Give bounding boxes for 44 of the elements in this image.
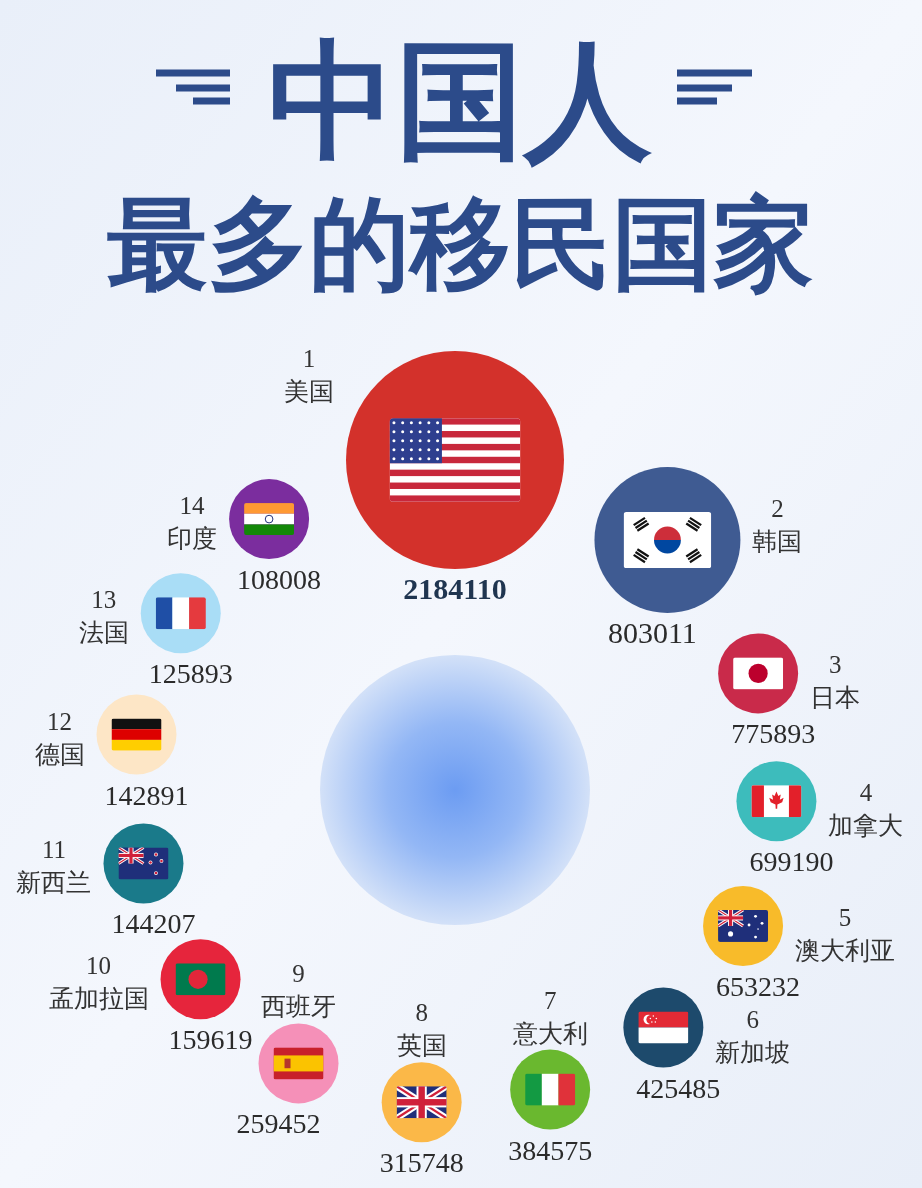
category-label: 意大利 [511,1019,588,1047]
text: 5 [838,903,852,931]
category-label: 新西兰 [16,869,92,897]
text: 3 [828,651,842,679]
text: 9 [292,960,305,988]
text: 8 [415,999,428,1027]
category-label: 孟加拉国 [48,985,149,1013]
data-label: 803011 [608,616,697,650]
data-label: 108008 [237,564,322,596]
data-label: 125893 [148,658,233,690]
text: 10 [86,952,112,980]
text: 7 [543,986,557,1014]
category-label: 英国 [396,1032,447,1060]
category-label: 印度 [167,525,218,553]
text: 12 [47,707,73,735]
text: 6 [746,1005,760,1033]
category-label: 美国 [284,378,334,406]
text: 1 [302,345,316,373]
text: 中国人 [268,29,652,172]
data-label: 259452 [236,1108,321,1140]
category-label: 韩国 [752,528,803,556]
data-label: 384575 [508,1134,593,1166]
data-label: 159619 [168,1024,253,1056]
text: 11 [41,836,67,864]
data-label: 144207 [111,908,196,940]
category-label: 澳大利亚 [795,936,896,964]
data-label: 653232 [716,970,801,1002]
data-label: 2184110 [403,572,507,605]
data-label: 699190 [749,846,834,878]
text: 4 [859,779,873,807]
category-label: 日本 [810,684,861,712]
category-label: 德国 [34,740,85,768]
data-label: 425485 [636,1072,721,1104]
data-label: 142891 [104,779,189,811]
text: 2 [771,495,784,523]
data-label: 315748 [379,1147,464,1179]
category-label: 新加坡 [715,1038,791,1066]
category-label: 西班牙 [261,993,337,1021]
category-label: 加拿大 [828,812,904,840]
text: 最多的移民国家 [106,188,814,300]
text: 14 [179,492,205,520]
text: 13 [91,586,117,614]
category-label: 法国 [78,619,129,647]
data-label: 775893 [731,718,816,750]
